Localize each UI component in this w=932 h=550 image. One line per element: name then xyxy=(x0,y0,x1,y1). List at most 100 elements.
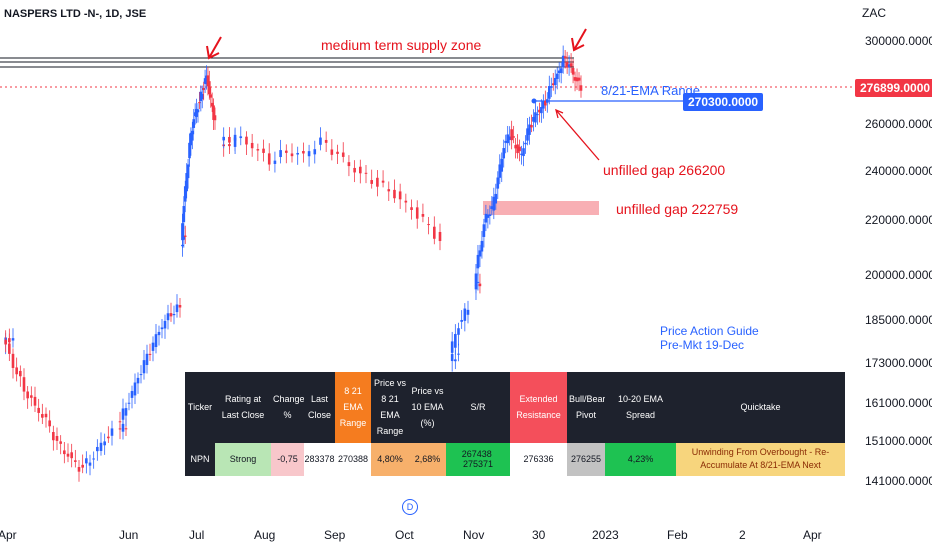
candle-body xyxy=(569,63,573,67)
y-axis-label: 200000.0000 xyxy=(865,268,932,282)
cell-ema-range: 270388 xyxy=(335,442,371,476)
candle-body xyxy=(52,432,55,441)
cell-spread: 4,23% xyxy=(605,442,676,476)
candle-body xyxy=(15,367,18,375)
candle-body xyxy=(347,162,351,167)
candle-body xyxy=(376,177,379,187)
candle-body xyxy=(553,77,557,86)
candle-body xyxy=(457,328,460,335)
candle-body xyxy=(196,109,200,113)
candle-body xyxy=(41,414,44,418)
candle-body xyxy=(245,136,248,145)
candle-body xyxy=(44,413,48,418)
candle-body xyxy=(547,86,551,99)
table-row: NPN Strong -0,75 283378 270388 4,80% 2,6… xyxy=(185,442,845,476)
candle-body xyxy=(579,85,583,91)
candle-body xyxy=(22,377,26,392)
symbol-title: NASPERS LTD -N-, 1D, JSE xyxy=(4,8,147,20)
candles-group xyxy=(4,45,583,482)
candle-body xyxy=(381,180,385,183)
x-axis-label: Jul xyxy=(189,528,205,542)
candle-body xyxy=(8,343,11,354)
candle-body xyxy=(133,382,137,396)
candle-body xyxy=(267,153,271,165)
candle-body xyxy=(160,327,164,330)
candle-body xyxy=(486,214,490,218)
candle-body xyxy=(199,91,203,102)
col-header: Last Close xyxy=(304,372,335,443)
candle-body xyxy=(364,172,368,174)
candle-body xyxy=(148,353,152,355)
x-axis-label: Nov xyxy=(463,528,485,542)
candle-body xyxy=(222,136,225,141)
candle-body xyxy=(482,224,486,237)
x-axis-label: 2023 xyxy=(592,528,619,542)
cell-last-close: 283378 xyxy=(304,442,335,476)
candle-body xyxy=(154,334,158,348)
candle-body xyxy=(512,136,515,138)
candle-body xyxy=(290,153,294,157)
cell-pivot: 276255 xyxy=(567,442,605,476)
candle-body xyxy=(532,116,535,122)
candle-body xyxy=(163,320,167,329)
candle-body xyxy=(202,87,205,90)
candle-body xyxy=(37,407,40,413)
candle-body xyxy=(490,206,494,210)
cell-change: -0,75 xyxy=(271,442,304,476)
cell-resistance: 275371 xyxy=(462,459,494,470)
annotation-supply-zone: medium term supply zone xyxy=(321,37,482,53)
candle-body xyxy=(438,231,442,242)
candle-body xyxy=(341,152,345,157)
candle-body xyxy=(191,130,194,141)
candle-body xyxy=(88,462,92,466)
candle-body xyxy=(460,319,463,322)
candle-body xyxy=(520,153,523,156)
candle-body xyxy=(213,115,217,121)
candle-body xyxy=(48,420,51,427)
y-axis-label: 161000.0000 xyxy=(865,396,932,410)
candle-body xyxy=(59,441,62,444)
candle-body xyxy=(454,359,457,362)
candle-body xyxy=(404,200,408,203)
candle-body xyxy=(186,164,190,179)
candle-body xyxy=(565,62,569,68)
candle-body xyxy=(181,223,184,241)
y-axis-label: 141000.0000 xyxy=(865,474,932,488)
col-header: Price vs 10 EMA (%) xyxy=(409,372,446,443)
candle-body xyxy=(415,207,419,219)
candle-body xyxy=(124,428,128,430)
candle-body xyxy=(228,136,231,143)
candle-body xyxy=(172,314,176,316)
cell-price-vs-10ema: 2,68% xyxy=(409,442,446,476)
candle-body xyxy=(393,189,396,199)
candle-body xyxy=(203,78,207,84)
price-action-table: Ticker Rating at Last Close Change % Las… xyxy=(185,372,845,476)
y-axis-label: 240000.0000 xyxy=(865,164,932,178)
col-header: Change % xyxy=(271,372,305,443)
candle-body xyxy=(250,142,254,149)
candle-body xyxy=(516,144,519,154)
candle-body xyxy=(210,102,214,107)
candle-body xyxy=(139,374,143,376)
candle-body xyxy=(77,467,81,472)
candle-body xyxy=(96,446,99,452)
candle-body xyxy=(185,173,188,192)
candle-body xyxy=(4,339,7,345)
candle-body xyxy=(528,124,531,135)
candle-body xyxy=(540,107,543,114)
last-price-tag: 276899.0000 xyxy=(855,79,932,97)
dividend-marker[interactable]: D xyxy=(402,499,418,515)
arrow-right-icon xyxy=(571,28,587,52)
currency-label: ZAC xyxy=(862,6,886,20)
cell-rating: Strong xyxy=(215,442,271,476)
x-axis-label: Aug xyxy=(254,528,276,542)
guide-line-2: Pre-Mkt 19-Dec xyxy=(660,338,745,352)
candle-body xyxy=(561,55,565,68)
candle-body xyxy=(81,464,84,468)
candle-body xyxy=(151,342,155,351)
candle-body xyxy=(488,214,492,216)
candle-body xyxy=(178,305,182,308)
candle-body xyxy=(239,136,243,139)
candle-body xyxy=(494,193,498,204)
